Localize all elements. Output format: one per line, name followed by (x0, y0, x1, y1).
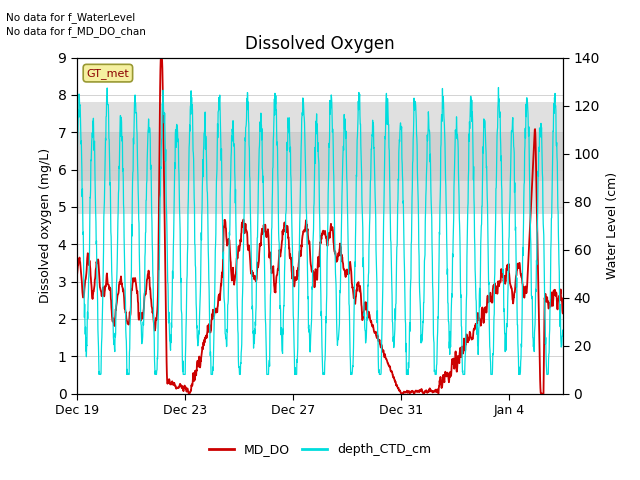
Y-axis label: Dissolved oxygen (mg/L): Dissolved oxygen (mg/L) (39, 148, 52, 303)
Text: No data for f_WaterLevel: No data for f_WaterLevel (6, 12, 136, 23)
Bar (77, 132, 563, 181)
Text: No data for f_MD_DO_chan: No data for f_MD_DO_chan (6, 26, 147, 37)
Title: Dissolved Oxygen: Dissolved Oxygen (245, 35, 395, 53)
Y-axis label: Water Level (cm): Water Level (cm) (605, 172, 618, 279)
Bar (77, 102, 563, 215)
Text: GT_met: GT_met (86, 68, 129, 79)
Legend: MD_DO, depth_CTD_cm: MD_DO, depth_CTD_cm (204, 438, 436, 461)
